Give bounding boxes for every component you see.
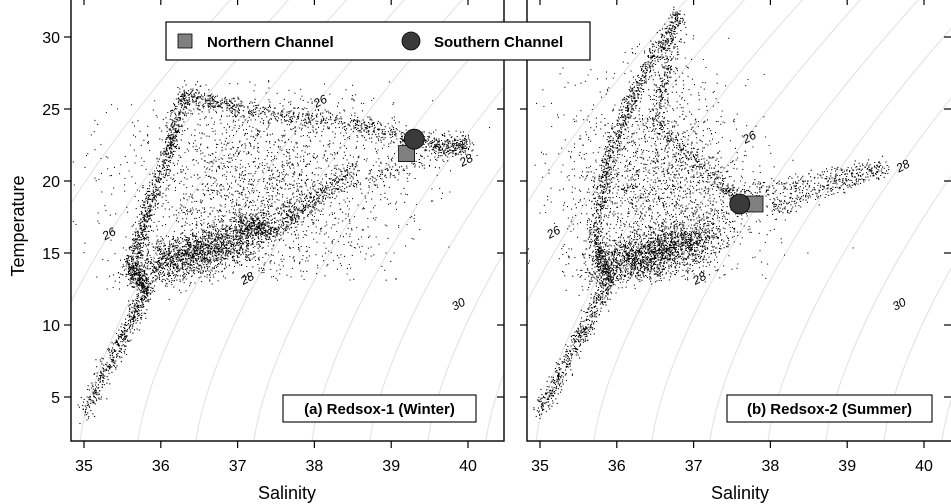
x-tick-label: 39 — [382, 458, 400, 475]
legend-square-marker — [177, 33, 193, 49]
panel-b-label: (b) Redsox-2 (Summer) — [747, 401, 912, 418]
x-tick-label: 40 — [915, 458, 933, 475]
panel-a-scatter — [72, 80, 490, 425]
y-tick-label: 25 — [42, 102, 60, 119]
contour-label: 28 — [237, 269, 257, 288]
panel-b-label-box: (b) Redsox-2 (Summer) — [726, 394, 933, 423]
density-contour-line — [71, 0, 289, 304]
density-contour-line — [527, 0, 687, 204]
scatter-points — [527, 6, 890, 419]
x-tick-label: 39 — [838, 458, 856, 475]
density-contour-line — [941, 398, 951, 441]
panel-b-xlabel: Salinity — [711, 483, 769, 503]
density-contour-line — [767, 97, 951, 441]
density-contour-line — [709, 27, 951, 441]
contour-label: 26 — [739, 128, 759, 147]
contour-label: 28 — [689, 269, 709, 288]
density-contour-line — [651, 0, 919, 441]
panel-b-contours — [527, 0, 951, 441]
panel-b-markers — [729, 193, 764, 215]
density-contour-line — [427, 251, 504, 441]
panel-a-contours — [71, 0, 816, 455]
panel-b-scatter — [527, 6, 890, 419]
panel-a-y-axis: 5 10 15 20 25 30 — [42, 30, 504, 407]
panel-a-ylabel: Temperature — [8, 175, 28, 276]
density-contour-line — [79, 0, 347, 441]
legend: Northern Channel Southern Channel — [165, 21, 591, 61]
density-contour-line — [593, 0, 861, 441]
panel-a-markers — [398, 128, 425, 163]
x-tick-label: 37 — [685, 458, 703, 475]
density-contour-line — [253, 17, 504, 441]
y-tick-label: 10 — [42, 318, 60, 335]
panel-b-frame — [526, 0, 951, 442]
x-tick-label: 37 — [229, 458, 247, 475]
y-tick-label: 20 — [42, 174, 60, 191]
contour-label: 30 — [449, 295, 468, 314]
legend-circle-marker — [401, 31, 421, 51]
panel-a-xlabel: Salinity — [258, 483, 316, 503]
panel-b-contour-labels: 26 26 28 28 30 — [543, 128, 912, 314]
y-tick-label: 5 — [51, 390, 60, 407]
density-contour-line — [825, 175, 951, 441]
legend-box — [165, 21, 591, 61]
density-contour-line — [527, 0, 745, 304]
contour-label: 26 — [99, 224, 119, 243]
density-contour-line — [485, 371, 504, 441]
density-contour-line — [311, 86, 504, 441]
y-tick-label: 15 — [42, 246, 60, 263]
contour-label: 28 — [893, 157, 913, 176]
x-tick-label: 36 — [152, 458, 170, 475]
density-contour-line — [71, 0, 231, 204]
panel-a: 26 26 28 28 30 35 36 37 38 39 40 5 10 15 20 25 30 (a) … — [8, 0, 816, 503]
panel-a-x-axis: 35 36 37 38 39 40 — [75, 0, 477, 475]
contour-label: 26 — [543, 223, 563, 242]
panel-a-frame — [70, 0, 505, 442]
panel-a-label-box: (a) Redsox-1 (Winter) — [282, 394, 477, 423]
density-contour-line — [195, 0, 463, 441]
y-tick-label: 30 — [42, 30, 60, 47]
contour-label: 28 — [456, 151, 476, 170]
density-contour-line — [369, 162, 504, 441]
x-tick-label: 38 — [762, 458, 780, 475]
southern-channel-marker — [403, 128, 425, 150]
contour-label: 30 — [890, 295, 909, 314]
x-tick-label: 40 — [459, 458, 477, 475]
panel-b-x-axis: 35 36 37 38 39 40 — [531, 0, 933, 475]
x-tick-label: 38 — [306, 458, 324, 475]
density-contour-line — [137, 0, 405, 441]
scatter-points — [72, 80, 490, 425]
x-tick-label: 35 — [75, 458, 93, 475]
panel-a-label: (a) Redsox-1 (Winter) — [304, 401, 455, 418]
density-contour-line — [883, 267, 951, 441]
panel-b-y-axis — [520, 36, 951, 398]
legend-northern-label: Northern Channel — [207, 34, 334, 51]
panel-b: 26 26 28 28 30 35 36 37 38 39 40 (b) Redsox-2 (Su… — [520, 0, 951, 503]
contour-label: 26 — [310, 92, 330, 111]
density-contour-line — [535, 0, 803, 441]
x-tick-label: 35 — [531, 458, 549, 475]
panel-a-contour-labels: 26 26 28 28 30 — [99, 92, 476, 314]
southern-channel-marker — [729, 193, 751, 215]
density-contour-line — [543, 0, 816, 455]
legend-southern-label: Southern Channel — [434, 34, 563, 51]
x-tick-label: 36 — [608, 458, 626, 475]
